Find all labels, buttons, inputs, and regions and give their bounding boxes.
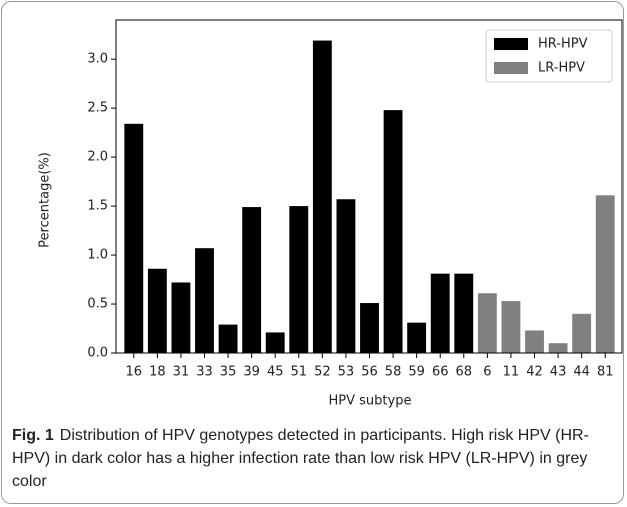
caption: Fig. 1 Distribution of HPV genotypes dete…	[12, 424, 612, 493]
x-tick-label: 33	[196, 365, 213, 380]
x-tick-label: 35	[220, 365, 237, 380]
chart: Percentage(%) HPV subtype 0.0 0.5 1.0 1.5 2.…	[38, 19, 623, 409]
plot-frame	[115, 19, 623, 354]
y-tick-label: 2.5	[87, 101, 108, 116]
bar	[595, 195, 615, 353]
legend-swatch	[494, 62, 528, 74]
bar	[336, 199, 356, 353]
legend-label: LR-HPV	[538, 61, 585, 76]
bar	[407, 322, 427, 353]
x-tick-label: 44	[573, 365, 590, 380]
x-axis-title: HPV subtype	[329, 394, 412, 409]
y-tick-label: 1.0	[87, 248, 108, 263]
bar	[124, 123, 144, 353]
bar	[548, 343, 568, 353]
x-tick-label: 45	[267, 365, 284, 380]
x-tick-label: 81	[597, 365, 614, 380]
y-tick-label: 0.5	[87, 297, 108, 312]
x-tick-label: 42	[526, 365, 543, 380]
x-tick-label: 18	[149, 365, 166, 380]
x-tick-label: 51	[291, 365, 308, 380]
x-tick-label: 16	[126, 365, 143, 380]
y-tick-label: 0.0	[87, 346, 108, 361]
bar	[501, 301, 521, 353]
x-tick-label: 31	[173, 365, 190, 380]
x-tick-label: 59	[408, 365, 425, 380]
bar	[360, 303, 379, 353]
legend-label: HR-HPV	[538, 37, 588, 52]
legend-swatch	[494, 38, 528, 50]
x-tick-label: 58	[385, 365, 402, 380]
bar	[477, 293, 497, 353]
caption-text: Distribution of HPV genotypes detected i…	[12, 427, 589, 490]
bar	[312, 40, 332, 353]
bar	[383, 110, 403, 353]
bar	[265, 332, 285, 353]
bar	[572, 313, 592, 353]
y-tick-label: 3.0	[87, 52, 108, 67]
y-tick-label: 2.0	[87, 150, 108, 165]
bar	[147, 268, 167, 353]
bar	[242, 207, 262, 353]
x-tick-label: 56	[361, 365, 378, 380]
x-tick-label: 43	[550, 365, 567, 380]
x-tick-label: 52	[314, 365, 331, 380]
x-tick-label: 39	[243, 365, 260, 380]
bar	[289, 206, 309, 353]
y-axis-title: Percentage(%)	[38, 152, 53, 248]
x-tick-label: 66	[432, 365, 449, 380]
x-tick-label: 6	[483, 365, 491, 380]
bar	[195, 248, 214, 353]
bar	[218, 324, 238, 353]
y-tick-label: 1.5	[87, 199, 108, 214]
x-tick-label: 11	[503, 365, 520, 380]
x-tick-label: 68	[456, 365, 473, 380]
x-tick-label: 53	[338, 365, 355, 380]
bar	[430, 273, 450, 353]
caption-label: Fig. 1	[12, 427, 54, 444]
bar	[525, 330, 544, 353]
bar	[171, 282, 191, 353]
bar	[454, 273, 474, 353]
